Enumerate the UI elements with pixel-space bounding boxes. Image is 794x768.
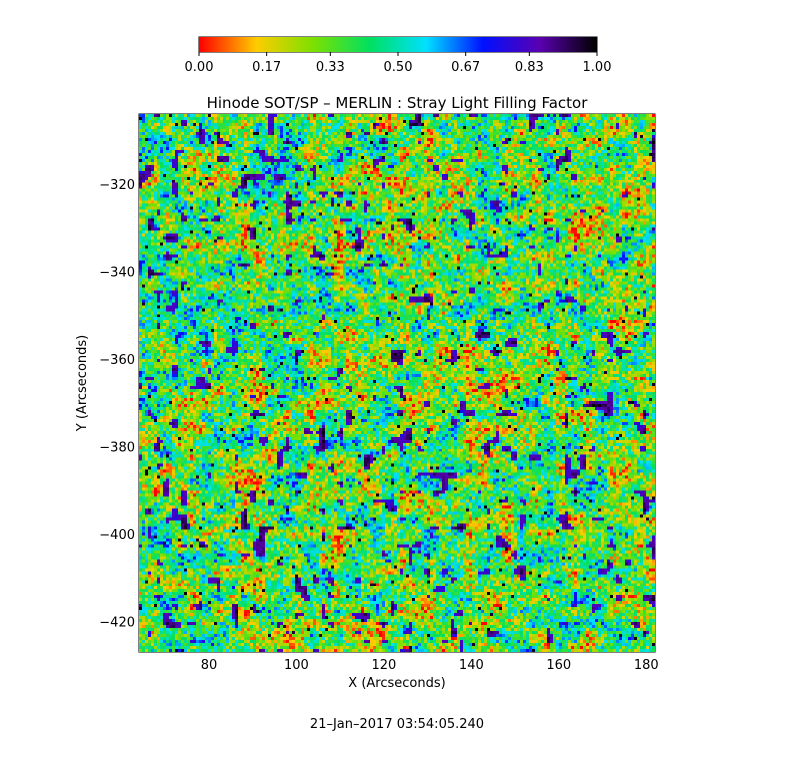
x-tick-label: 180 [634, 658, 659, 673]
y-tick-label: −320 [99, 178, 135, 193]
y-tick-label: −400 [99, 528, 135, 543]
y-tick-label: −420 [99, 615, 135, 630]
y-tick-label: −360 [99, 353, 135, 368]
colorbar-tick-label: 0.33 [316, 60, 345, 75]
colorbar [199, 37, 597, 52]
y-axis: −320 −340 −360 −380 −400 −420 [99, 178, 655, 630]
y-tick-label: −340 [99, 265, 135, 280]
colorbar-tick-label: 0.00 [185, 60, 214, 75]
colorbar-tick-label: 0.83 [515, 60, 544, 75]
heatmap-image [139, 114, 655, 652]
x-tick-label: 80 [201, 658, 218, 673]
x-tick-label: 100 [284, 658, 309, 673]
colorbar-tick-labels: 0.00 0.17 0.33 0.50 0.67 0.83 1.00 [185, 52, 612, 75]
colorbar-tick-label: 1.00 [583, 60, 612, 75]
x-axis: 80 100 120 140 160 180 [201, 114, 659, 673]
y-tick-label: −380 [99, 440, 135, 455]
x-axis-label: X (Arcseconds) [348, 676, 445, 691]
colorbar-tick-label: 0.50 [384, 60, 413, 75]
y-axis-label: Y (Arcseconds) [75, 335, 90, 432]
colorbar-tick-label: 0.67 [451, 60, 480, 75]
x-tick-label: 160 [546, 658, 571, 673]
timestamp: 21–Jan–2017 03:54:05.240 [310, 717, 484, 732]
colorbar-tick-label: 0.17 [252, 60, 281, 75]
x-tick-label: 140 [459, 658, 484, 673]
x-tick-label: 120 [371, 658, 396, 673]
chart-title: Hinode SOT/SP – MERLIN : Stray Light Fil… [207, 94, 589, 112]
